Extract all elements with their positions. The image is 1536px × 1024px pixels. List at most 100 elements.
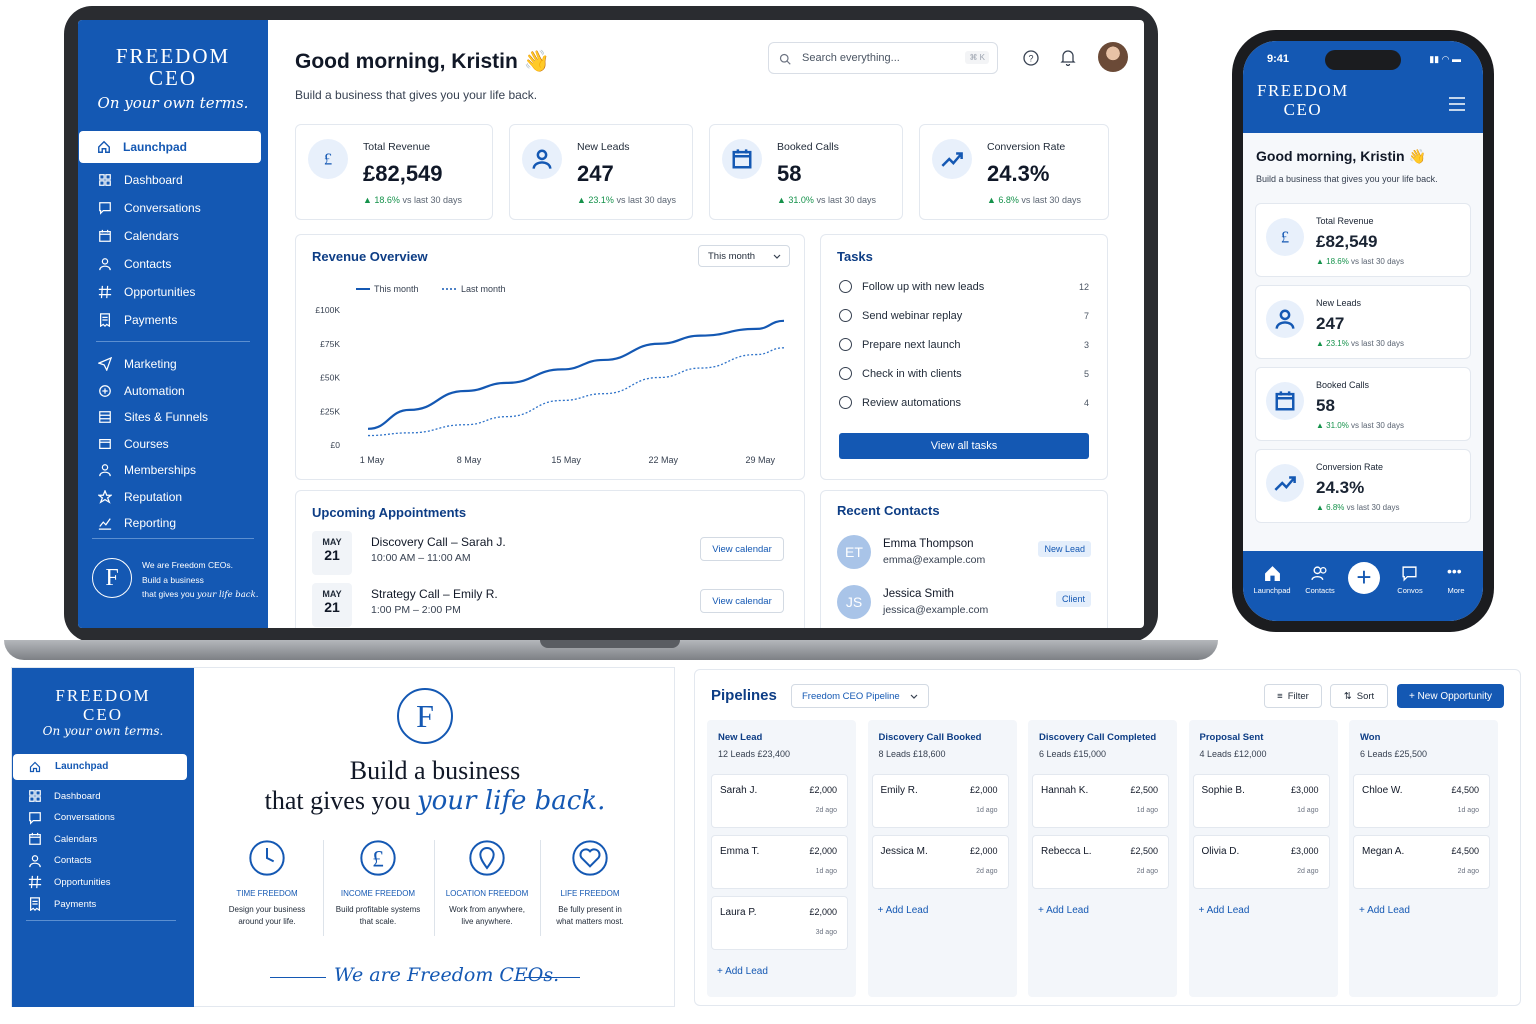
- lead-age: 2d ago: [1457, 868, 1479, 875]
- sort-icon: ⇅: [1343, 690, 1352, 702]
- lead-card[interactable]: Sophie B. £3,000 1d ago: [1192, 774, 1330, 828]
- nav-dashboard[interactable]: Dashboard: [28, 789, 100, 803]
- lead-card[interactable]: Emma T. £2,000 1d ago: [711, 835, 848, 889]
- pillar-text: Design your business: [228, 905, 306, 914]
- lead-card[interactable]: Olivia D. £3,000 2d ago: [1192, 835, 1330, 889]
- bell-icon[interactable]: [1060, 49, 1076, 66]
- range-select[interactable]: This month: [698, 245, 790, 267]
- lead-card[interactable]: Emily R. £2,000 1d ago: [871, 774, 1009, 828]
- nav-label-launchpad[interactable]: Launchpad: [1253, 586, 1291, 595]
- contact-name: Jessica Smith: [883, 588, 954, 600]
- lead-card[interactable]: Rebecca L. £2,500 2d ago: [1032, 835, 1169, 889]
- view-calendar-button[interactable]: View calendar: [700, 589, 784, 613]
- svg-text:£: £: [1281, 228, 1289, 247]
- divider-line: [270, 977, 326, 978]
- add-lead-button[interactable]: + Add Lead: [877, 905, 929, 916]
- view-calendar-button[interactable]: View calendar: [700, 537, 784, 561]
- date-day: 21: [324, 599, 340, 615]
- task-checkbox[interactable]: [839, 396, 852, 409]
- pound-icon: £: [358, 838, 398, 878]
- trend-icon: [941, 152, 963, 167]
- add-button[interactable]: +: [1348, 562, 1380, 594]
- nav-conversations[interactable]: Conversations: [98, 201, 201, 215]
- revenue-card: Revenue Overview This month This month La…: [295, 234, 805, 480]
- nav-automation[interactable]: Automation: [98, 384, 185, 398]
- nav-launchpad[interactable]: Launchpad: [79, 131, 261, 163]
- nav-dashboard[interactable]: Dashboard: [98, 173, 183, 187]
- nav-label: Courses: [124, 436, 169, 451]
- nav-calendars[interactable]: Calendars: [28, 832, 97, 846]
- add-lead-button[interactable]: + Add Lead: [1359, 905, 1410, 916]
- lead-card[interactable]: Hannah K. £2,500 1d ago: [1032, 774, 1169, 828]
- stage-summary: 4 Leads £12,000: [1199, 749, 1267, 759]
- search-input[interactable]: Search everything... ⌘ K: [768, 42, 998, 74]
- home-icon[interactable]: [1264, 565, 1281, 582]
- chat-icon: [99, 202, 111, 215]
- nav-opportunities[interactable]: Opportunities: [98, 285, 195, 299]
- stat-icon-circle: [722, 139, 762, 179]
- task-checkbox[interactable]: [839, 309, 852, 322]
- nav-reporting[interactable]: Reporting: [98, 516, 176, 530]
- nav-memberships[interactable]: Memberships: [98, 463, 196, 477]
- menu-icon[interactable]: [1449, 97, 1465, 111]
- nav-label-more[interactable]: More: [1447, 586, 1465, 595]
- lead-card[interactable]: Megan A. £4,500 2d ago: [1353, 835, 1490, 889]
- nav-marketing[interactable]: Marketing: [98, 357, 177, 371]
- task-item[interactable]: Check in with clients 5: [839, 367, 1089, 380]
- lead-name: Sophie B.: [1201, 785, 1245, 796]
- contacts-icon[interactable]: [1311, 565, 1328, 582]
- lead-amount: £2,000: [809, 785, 837, 795]
- task-checkbox[interactable]: [839, 367, 852, 380]
- calendar-icon: [1275, 391, 1295, 411]
- sites-icon: [99, 411, 111, 423]
- view-all-tasks-button[interactable]: View all tasks: [839, 433, 1089, 459]
- date-month: MAY: [322, 589, 342, 599]
- stat-icon-circle: £: [1266, 218, 1304, 256]
- nav-label-contacts[interactable]: Contacts: [1305, 586, 1335, 595]
- nav-sites-funnels[interactable]: Sites & Funnels: [98, 410, 208, 424]
- task-item[interactable]: Send webinar replay 7: [839, 309, 1089, 322]
- stage-summary: 12 Leads £23,400: [718, 749, 791, 759]
- nav-reputation[interactable]: Reputation: [98, 489, 182, 504]
- chat-icon[interactable]: [1401, 565, 1418, 582]
- task-checkbox[interactable]: [839, 338, 852, 351]
- pipeline-select[interactable]: Freedom CEO Pipeline: [791, 684, 929, 708]
- user-icon: [532, 149, 552, 169]
- search-icon: [779, 53, 791, 65]
- nav-label-convos[interactable]: Convos: [1397, 586, 1423, 595]
- lead-card[interactable]: Laura P. £2,000 3d ago: [711, 896, 848, 950]
- lead-amount: £2,000: [809, 907, 837, 917]
- more-icon[interactable]: •••: [1447, 563, 1462, 579]
- help-icon[interactable]: ?: [1023, 50, 1039, 66]
- status-icons: ▮▮ ◠ ▬: [1429, 54, 1461, 64]
- stat-delta: ▲ 31.0% vs last 30 days: [1316, 421, 1404, 430]
- nav-contacts[interactable]: Contacts: [98, 257, 171, 271]
- nav-opportunities[interactable]: Opportunities: [28, 875, 111, 889]
- nav-label: Marketing: [124, 357, 177, 371]
- lead-card[interactable]: Chloe W. £4,500 1d ago: [1353, 774, 1490, 828]
- add-lead-button[interactable]: + Add Lead: [1198, 905, 1250, 916]
- lead-card[interactable]: Jessica M. £2,000 2d ago: [871, 835, 1009, 889]
- nav-launchpad[interactable]: Launchpad: [13, 754, 187, 780]
- lead-card[interactable]: Sarah J. £2,000 2d ago: [711, 774, 848, 828]
- pillar-title: LOCATION FREEDOM: [445, 889, 529, 898]
- add-lead-button[interactable]: + Add Lead: [717, 966, 768, 977]
- task-item[interactable]: Follow up with new leads 12: [839, 280, 1089, 293]
- nav-calendars[interactable]: Calendars: [98, 229, 179, 243]
- sort-button[interactable]: ⇅ Sort: [1330, 684, 1388, 708]
- avatar[interactable]: [1098, 42, 1128, 72]
- task-item[interactable]: Review automations 4: [839, 396, 1089, 409]
- add-lead-button[interactable]: + Add Lead: [1038, 905, 1089, 916]
- brand-tagline: On your own terms.: [97, 94, 249, 112]
- nav-payments[interactable]: Payments: [98, 313, 177, 327]
- contact-avatar: JS: [837, 585, 871, 619]
- nav-conversations[interactable]: Conversations: [28, 811, 115, 825]
- task-item[interactable]: Prepare next launch 3: [839, 338, 1089, 351]
- task-checkbox[interactable]: [839, 280, 852, 293]
- phone-stat-card: Conversion Rate 24.3% ▲ 6.8% vs last 30 da…: [1255, 449, 1471, 523]
- nav-payments[interactable]: Payments: [28, 897, 96, 911]
- nav-contacts[interactable]: Contacts: [28, 854, 92, 868]
- new-opportunity-button[interactable]: + New Opportunity: [1397, 684, 1504, 708]
- nav-courses[interactable]: Courses: [98, 437, 169, 451]
- filter-button[interactable]: ≡ Filter: [1264, 684, 1322, 708]
